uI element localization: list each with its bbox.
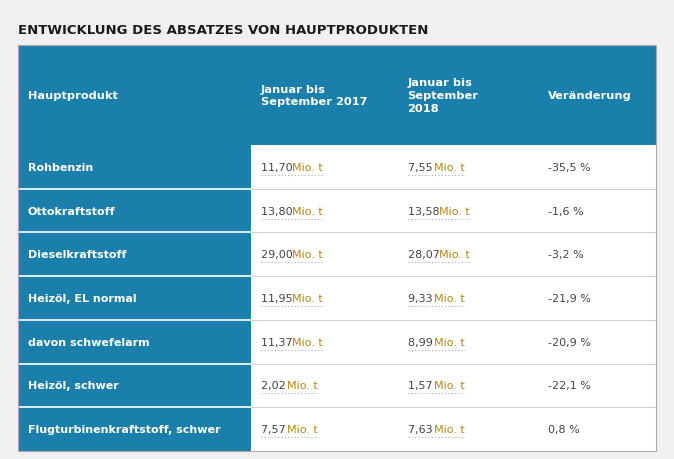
Text: Flugturbinenkraftstoff, schwer: Flugturbinenkraftstoff, schwer [28, 424, 220, 434]
Text: 29,00: 29,00 [261, 250, 296, 260]
Text: 13,80: 13,80 [261, 206, 296, 216]
Text: 7,57: 7,57 [261, 424, 289, 434]
Text: Mio. t: Mio. t [292, 250, 323, 260]
Text: 0,8 %: 0,8 % [548, 424, 580, 434]
Text: Dieselkraftstoff: Dieselkraftstoff [28, 250, 127, 260]
Text: Mio. t: Mio. t [433, 293, 464, 303]
Bar [18, 189, 251, 233]
Text: Mio. t: Mio. t [292, 162, 323, 173]
Text: Mio. t: Mio. t [433, 162, 464, 173]
Bar [18, 46, 656, 451]
Text: -1,6 %: -1,6 % [548, 206, 584, 216]
Text: Mio. t: Mio. t [287, 381, 317, 391]
Bar [18, 364, 251, 408]
Text: Januar bis
September 2017: Januar bis September 2017 [261, 84, 367, 107]
Bar [18, 46, 656, 146]
Text: Mio. t: Mio. t [292, 293, 323, 303]
Text: Veränderung: Veränderung [548, 91, 632, 101]
Text: -35,5 %: -35,5 % [548, 162, 590, 173]
Text: 11,37: 11,37 [261, 337, 296, 347]
Text: 1,57: 1,57 [408, 381, 435, 391]
Text: -22,1 %: -22,1 % [548, 381, 591, 391]
Text: Hauptprodukt: Hauptprodukt [28, 91, 118, 101]
Text: Mio. t: Mio. t [439, 250, 470, 260]
Bar [18, 233, 251, 276]
Text: 11,95: 11,95 [261, 293, 296, 303]
Text: Mio. t: Mio. t [292, 206, 323, 216]
Bar [18, 320, 251, 364]
Text: Mio. t: Mio. t [292, 337, 323, 347]
Text: davon schwefelarm: davon schwefelarm [28, 337, 150, 347]
Text: Rohbenzin: Rohbenzin [28, 162, 93, 173]
Text: -20,9 %: -20,9 % [548, 337, 591, 347]
Text: 2,02: 2,02 [261, 381, 289, 391]
Bar [18, 408, 251, 451]
Text: 13,58: 13,58 [408, 206, 443, 216]
Text: Mio. t: Mio. t [433, 381, 464, 391]
Text: ENTWICKLUNG DES ABSATZES VON HAUPTPRODUKTEN: ENTWICKLUNG DES ABSATZES VON HAUPTPRODUK… [18, 23, 429, 36]
Bar [18, 46, 656, 451]
Text: Mio. t: Mio. t [287, 424, 317, 434]
Text: Mio. t: Mio. t [439, 206, 470, 216]
Text: -3,2 %: -3,2 % [548, 250, 584, 260]
Text: 11,70: 11,70 [261, 162, 296, 173]
Text: Heizöl, schwer: Heizöl, schwer [28, 381, 119, 391]
Text: 9,33: 9,33 [408, 293, 435, 303]
Bar [18, 276, 251, 320]
Text: 28,07: 28,07 [408, 250, 443, 260]
Text: 7,55: 7,55 [408, 162, 435, 173]
Text: Januar bis
September
2018: Januar bis September 2018 [408, 78, 479, 113]
Text: 8,99: 8,99 [408, 337, 436, 347]
Text: Heizöl, EL normal: Heizöl, EL normal [28, 293, 137, 303]
Text: Ottokraftstoff: Ottokraftstoff [28, 206, 116, 216]
Text: -21,9 %: -21,9 % [548, 293, 591, 303]
Text: 7,63: 7,63 [408, 424, 435, 434]
Bar [18, 146, 251, 189]
Text: Mio. t: Mio. t [433, 337, 464, 347]
Text: Mio. t: Mio. t [433, 424, 464, 434]
